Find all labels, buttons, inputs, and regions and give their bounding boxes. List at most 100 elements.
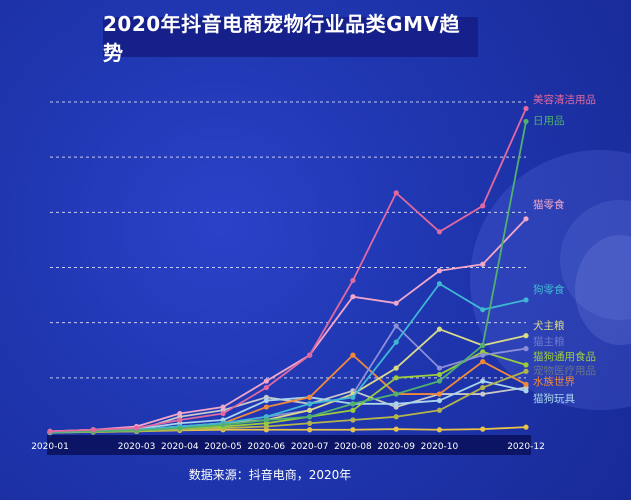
data-point bbox=[220, 410, 226, 417]
series-end-label: 猫狗玩具 bbox=[533, 392, 575, 405]
data-point bbox=[480, 307, 486, 313]
data-point bbox=[307, 414, 313, 420]
x-tick-label: 2020-09 bbox=[377, 442, 415, 452]
data-point bbox=[393, 323, 399, 329]
data-point bbox=[436, 397, 443, 404]
x-tick-label: 2020-03 bbox=[118, 442, 156, 452]
data-point bbox=[480, 359, 486, 365]
x-tick-label: 2020-10 bbox=[421, 442, 459, 452]
data-point bbox=[436, 371, 443, 378]
data-point bbox=[436, 391, 443, 397]
data-point bbox=[480, 391, 486, 397]
series-end-label: 宠物医疗用品 bbox=[533, 364, 596, 377]
title-banner: 2020年抖音电商宠物行业品类GMV趋势 bbox=[103, 12, 478, 65]
data-point bbox=[523, 381, 529, 387]
data-point bbox=[436, 427, 443, 433]
data-point bbox=[350, 417, 356, 423]
data-source-note: 数据来源：抖音电商，2020年 bbox=[188, 468, 352, 482]
data-point bbox=[480, 426, 486, 432]
data-point bbox=[393, 414, 399, 420]
series-line bbox=[49, 218, 527, 433]
series-end-label: 犬主粮 bbox=[533, 319, 565, 332]
data-point bbox=[480, 203, 486, 209]
data-point bbox=[480, 342, 486, 348]
data-point bbox=[523, 297, 529, 303]
x-tick-label: 2020-05 bbox=[204, 442, 242, 452]
data-point bbox=[263, 384, 269, 391]
data-point bbox=[523, 368, 529, 374]
data-point bbox=[436, 407, 443, 413]
series-line bbox=[49, 380, 527, 433]
series-line bbox=[49, 282, 527, 434]
data-point bbox=[350, 352, 356, 358]
x-tick-label: 2020-04 bbox=[161, 442, 199, 452]
data-point bbox=[307, 407, 313, 413]
data-point bbox=[523, 105, 529, 112]
data-point bbox=[480, 261, 486, 267]
x-tick-label: 2020-01 bbox=[31, 442, 69, 452]
data-point bbox=[523, 424, 529, 430]
data-point bbox=[523, 388, 529, 394]
data-point bbox=[47, 428, 53, 434]
series-end-label: 水族世界 bbox=[533, 375, 575, 388]
x-axis-band bbox=[47, 435, 531, 455]
data-point bbox=[436, 365, 443, 371]
data-point bbox=[350, 277, 356, 284]
data-point bbox=[263, 404, 269, 410]
data-point bbox=[523, 346, 529, 352]
data-point bbox=[436, 268, 443, 274]
series-line bbox=[49, 370, 527, 434]
series-end-label: 猫零食 bbox=[533, 198, 565, 211]
data-point bbox=[393, 375, 399, 381]
data-point bbox=[523, 333, 529, 339]
series-end-label: 狗零食 bbox=[533, 283, 565, 296]
data-point bbox=[220, 404, 226, 410]
data-point bbox=[350, 394, 356, 400]
series-line bbox=[49, 108, 527, 433]
data-point bbox=[523, 362, 529, 368]
x-tick-label: 2020-08 bbox=[334, 442, 372, 452]
data-point bbox=[350, 294, 356, 300]
data-point bbox=[307, 427, 313, 433]
series-end-label: 日用品 bbox=[533, 115, 565, 127]
data-point bbox=[307, 394, 313, 400]
data-point bbox=[480, 384, 486, 391]
chart-title: 2020年抖音电商宠物行业品类GMV趋势 bbox=[103, 12, 460, 65]
series-line bbox=[49, 121, 527, 433]
series-line bbox=[49, 328, 527, 434]
series-end-label: 美容清洁用品 bbox=[533, 93, 596, 106]
series-end-label: 猫主粮 bbox=[533, 335, 565, 348]
data-point bbox=[436, 378, 443, 384]
data-point bbox=[307, 352, 313, 358]
data-point bbox=[177, 417, 183, 423]
data-point bbox=[480, 352, 486, 358]
data-point bbox=[350, 401, 356, 407]
data-point bbox=[90, 427, 96, 433]
data-point bbox=[350, 407, 356, 413]
x-tick-label: 2020-07 bbox=[291, 442, 329, 452]
data-point bbox=[307, 401, 313, 407]
data-point bbox=[220, 422, 226, 428]
data-point bbox=[436, 229, 443, 235]
data-point bbox=[393, 391, 399, 397]
x-tick-label: 2020-12 bbox=[507, 442, 545, 452]
data-point bbox=[133, 425, 140, 431]
data-point bbox=[393, 365, 399, 371]
data-point bbox=[177, 410, 183, 417]
data-point bbox=[393, 401, 399, 407]
data-point bbox=[436, 326, 443, 332]
data-point bbox=[307, 420, 313, 426]
data-point bbox=[393, 190, 399, 196]
data-point bbox=[263, 378, 269, 384]
series-line bbox=[49, 325, 527, 434]
data-point bbox=[263, 417, 269, 423]
data-point bbox=[350, 427, 356, 433]
data-point bbox=[393, 426, 399, 432]
data-point bbox=[523, 118, 529, 125]
data-point bbox=[523, 216, 529, 222]
data-point bbox=[480, 378, 486, 384]
data-point bbox=[177, 425, 183, 431]
data-point bbox=[393, 339, 399, 345]
